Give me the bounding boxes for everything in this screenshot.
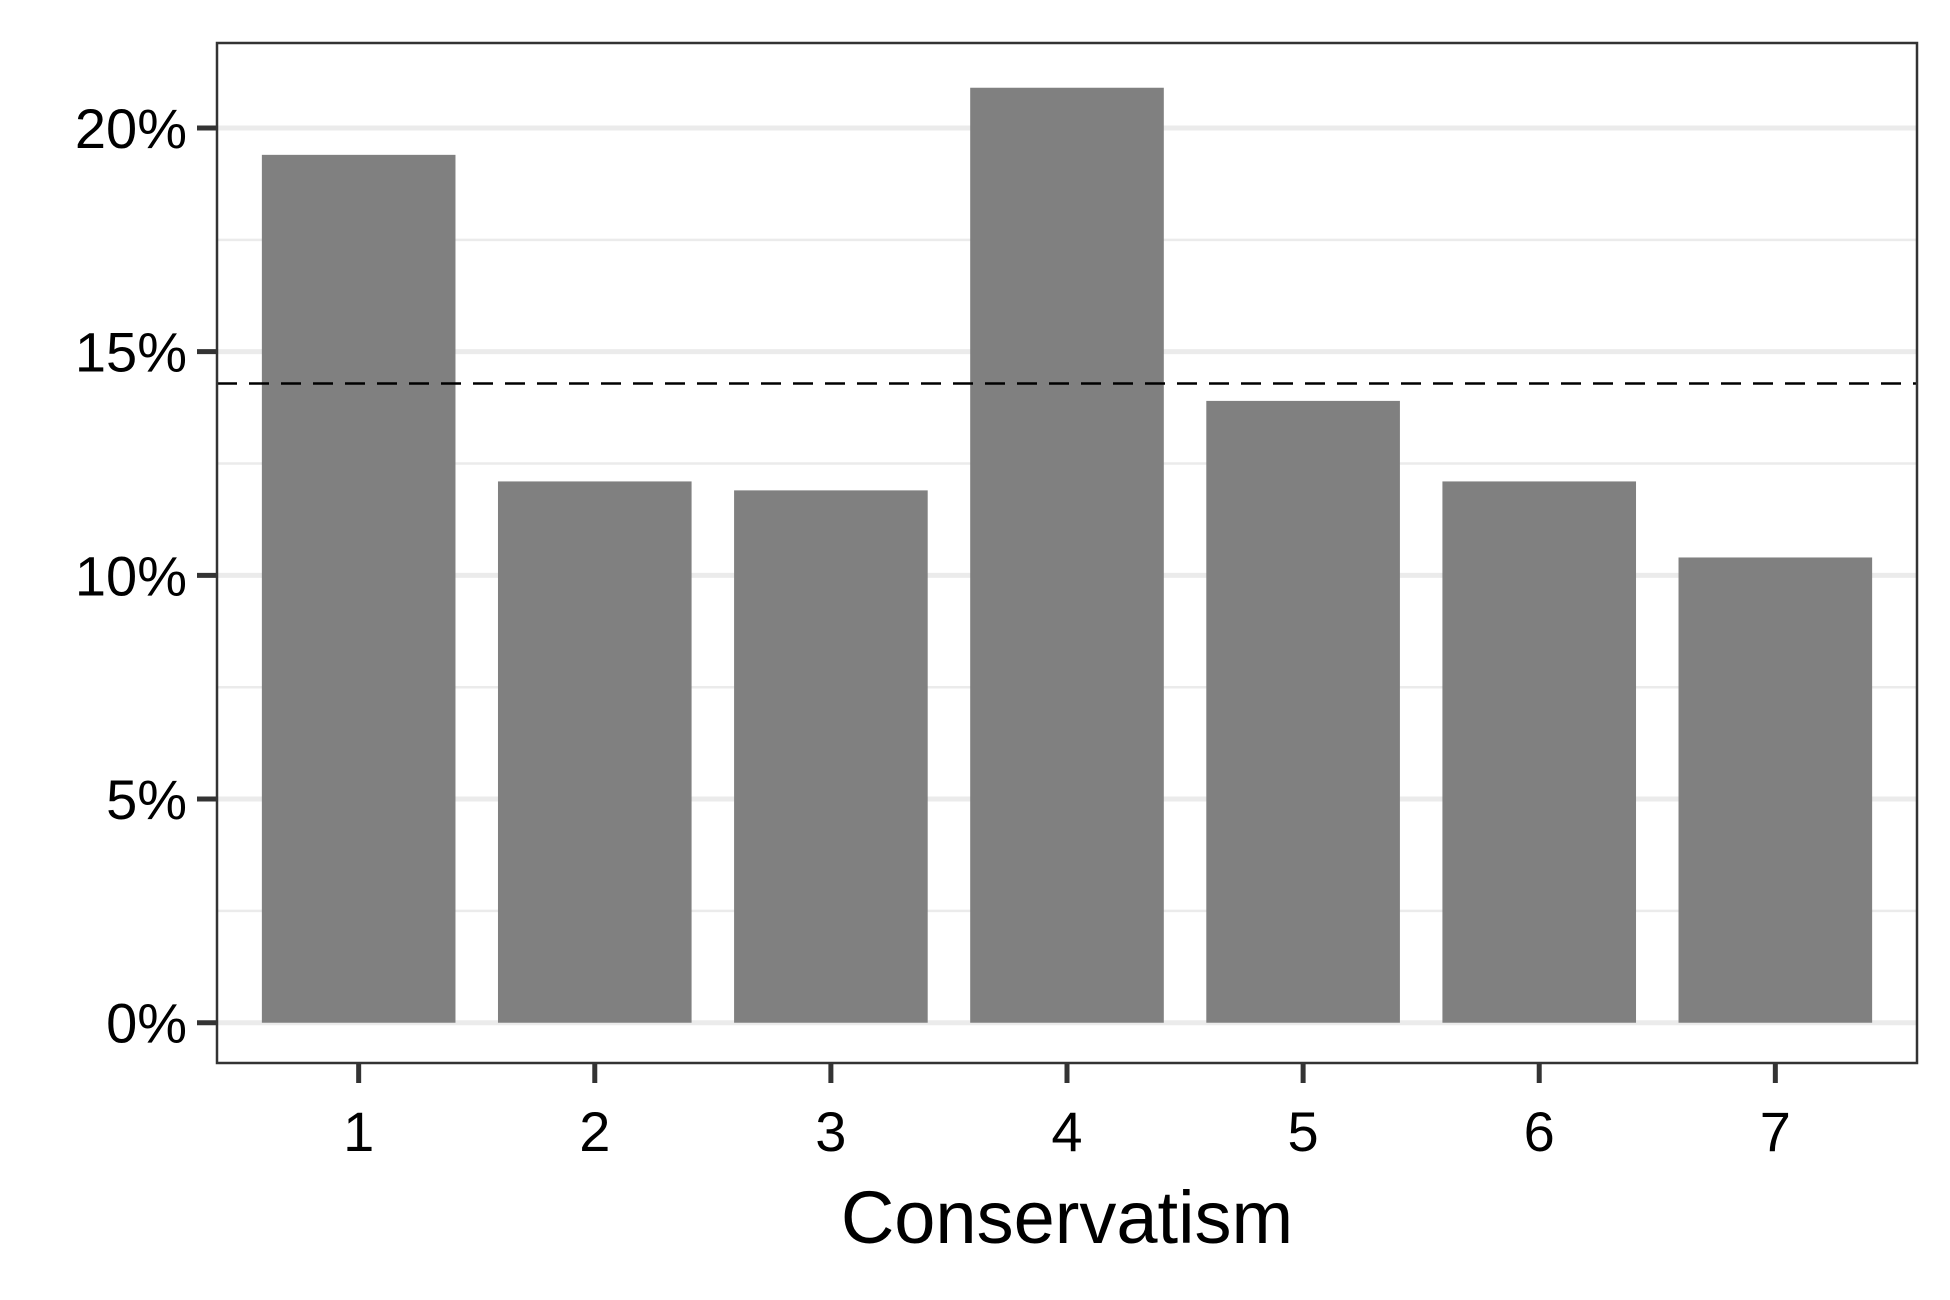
bar-1 (261, 154, 456, 1023)
x-axis-title: Conservatism (841, 1176, 1293, 1259)
x-axis: 1 2 3 4 5 6 7 (343, 1063, 1791, 1163)
bar-5 (1206, 400, 1400, 1023)
y-tick-label: 20% (75, 97, 187, 160)
x-tick-label: 3 (815, 1100, 846, 1163)
y-axis: 0% 5% 10% 15% 20% (75, 97, 217, 1055)
y-tick-label: 15% (75, 321, 187, 384)
x-tick-label: 6 (1524, 1100, 1555, 1163)
bar-4 (970, 87, 1164, 1023)
bars (261, 87, 1873, 1023)
bar-6 (1442, 481, 1637, 1023)
x-tick-label: 2 (579, 1100, 610, 1163)
bar-3 (734, 490, 928, 1023)
x-tick-label: 7 (1760, 1100, 1791, 1163)
x-tick-label: 5 (1288, 1100, 1319, 1163)
x-tick-label: 1 (343, 1100, 374, 1163)
y-tick-label: 0% (106, 992, 187, 1055)
bar-2 (497, 481, 692, 1023)
bar-7 (1678, 557, 1873, 1023)
y-tick-label: 10% (75, 544, 187, 607)
y-tick-label: 5% (106, 768, 187, 831)
x-tick-label: 4 (1051, 1100, 1082, 1163)
